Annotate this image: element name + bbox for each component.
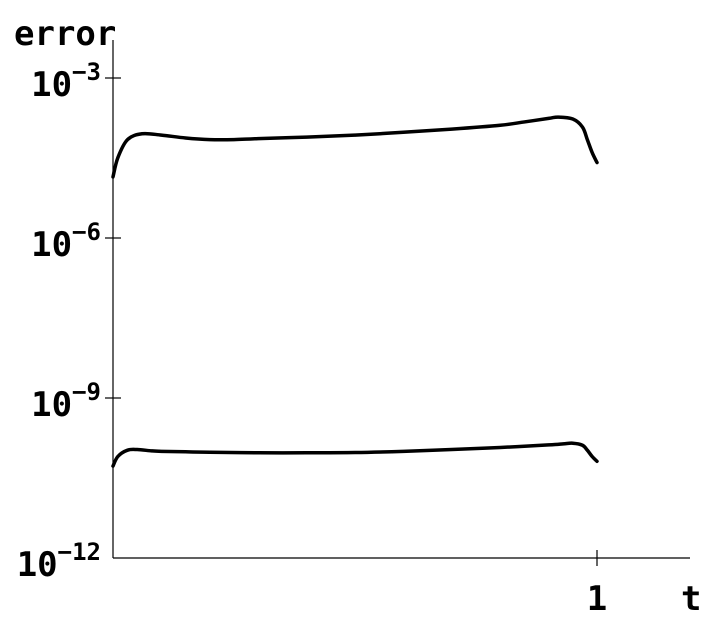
series-line-upper	[111, 115, 599, 179]
y-tick-label: 10−6	[31, 218, 101, 265]
x-tick-label: 1	[587, 579, 607, 619]
y-tick-label: 10−9	[31, 378, 101, 425]
series-line-lower	[111, 441, 599, 468]
y-tick-label: 10−3	[31, 58, 101, 105]
y-axis-label: error	[14, 14, 116, 54]
x-axis-label: t	[681, 579, 701, 619]
y-tick-label: 10−12	[17, 538, 101, 585]
